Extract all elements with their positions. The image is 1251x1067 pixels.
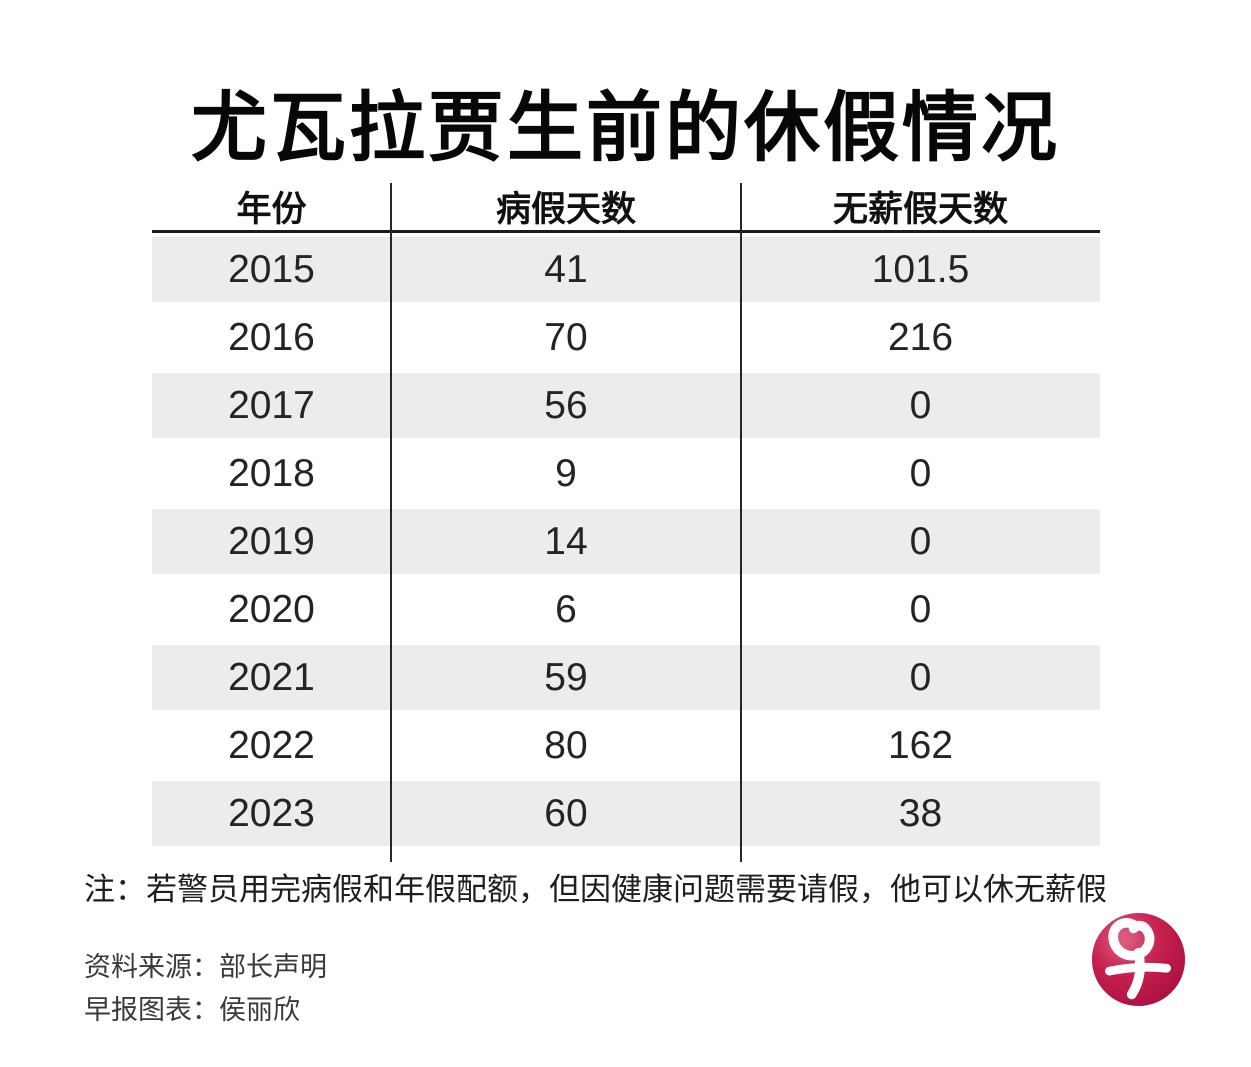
column-header-sick: 病假天数: [495, 190, 636, 229]
sick-days-cell: 70: [544, 315, 588, 359]
unpaid-days-cell: 162: [887, 723, 954, 767]
zaobao-logo-icon: [1091, 912, 1186, 1007]
table-row: 2016 70 216: [152, 305, 1100, 373]
credit-line: 早报图表：侯丽欣: [84, 995, 300, 1025]
table-row: 2021 59 0: [152, 645, 1100, 713]
unpaid-days-cell: 0: [909, 587, 932, 631]
unpaid-days-cell: 216: [887, 315, 954, 359]
sick-days-cell: 6: [555, 587, 577, 631]
year-cell: 2016: [228, 315, 315, 359]
sick-days-cell: 56: [544, 383, 588, 427]
year-cell: 2017: [228, 383, 315, 427]
sick-days-cell: 80: [544, 723, 588, 767]
column-header-unpaid: 无薪假天数: [832, 190, 1008, 229]
year-cell: 2021: [228, 655, 315, 699]
table-row: 2023 60 38: [152, 781, 1100, 849]
source-line: 资料来源：部长声明: [84, 952, 327, 982]
table-row: 2020 6 0: [152, 577, 1100, 645]
unpaid-days-cell: 0: [909, 451, 932, 495]
year-cell: 2018: [228, 451, 315, 495]
year-cell: 2023: [228, 791, 315, 835]
sick-days-cell: 41: [544, 247, 588, 291]
column-divider: [390, 183, 392, 862]
table-row: 2015 41 101.5: [152, 237, 1100, 305]
table-header-row: 年份 病假天数 无薪假天数: [152, 183, 1100, 233]
column-header-year: 年份: [236, 190, 307, 229]
year-cell: 2022: [228, 723, 315, 767]
column-divider: [740, 183, 742, 862]
leave-table: 年份 病假天数 无薪假天数 2015 41 101.5 2016 70 216 2017 56…: [152, 183, 1100, 862]
unpaid-days-cell: 0: [909, 383, 932, 427]
sick-days-cell: 60: [544, 791, 588, 835]
footnote: 注：若警员用完病假和年假配额，但因健康问题需要请假，他可以休无薪假: [84, 872, 1107, 907]
year-cell: 2015: [228, 247, 315, 291]
sick-days-cell: 14: [544, 519, 588, 563]
year-cell: 2019: [228, 519, 315, 563]
year-cell: 2020: [228, 587, 315, 631]
table-body: 2015 41 101.5 2016 70 216 2017 56 0 2018 9 0 2019 14 0…: [152, 237, 1100, 849]
unpaid-days-cell: 101.5: [871, 247, 970, 291]
sick-days-cell: 59: [544, 655, 588, 699]
table-row: 2018 9 0: [152, 441, 1100, 509]
source-credit: 资料来源：部长声明 早报图表：侯丽欣: [84, 946, 327, 1032]
unpaid-days-cell: 0: [909, 655, 932, 699]
sick-days-cell: 9: [555, 451, 577, 495]
unpaid-days-cell: 0: [909, 519, 932, 563]
table-row: 2019 14 0: [152, 509, 1100, 577]
unpaid-days-cell: 38: [898, 791, 943, 835]
table-row: 2022 80 162: [152, 713, 1100, 781]
page-title: 尤瓦拉贾生前的休假情况: [191, 86, 1060, 171]
table-row: 2017 56 0: [152, 373, 1100, 441]
